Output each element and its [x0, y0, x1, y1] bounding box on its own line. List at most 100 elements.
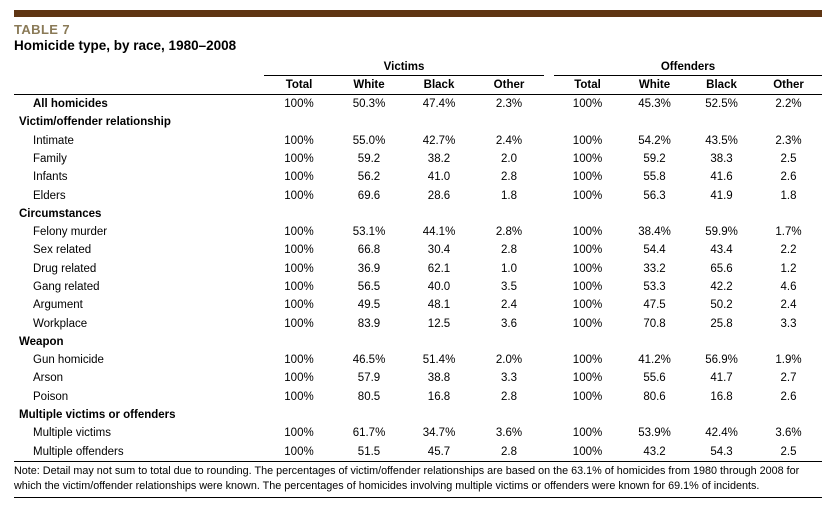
offenders-black-cell: 38.3	[710, 153, 733, 166]
offenders-other-cell: 2.3%	[775, 134, 802, 147]
victims-other-cell: 3.6%	[495, 427, 523, 440]
victims-other-cell: 2.3%	[495, 98, 523, 111]
data-row: Sex related 100% 66.8 30.4 2.8 100% 54.4 43.4 2.…	[14, 241, 822, 259]
column-spacer	[544, 296, 554, 314]
data-row: Multiple victims 100% 61.7% 34.7% 3.6% 100% 53…	[14, 424, 822, 442]
offenders-total-cell: 100%	[572, 153, 603, 166]
column-spacer	[544, 150, 554, 168]
offenders-other-cell: 2.5	[755, 442, 823, 462]
offenders-other-cell: 3.3	[780, 317, 797, 330]
victims-black-cell: 48.1	[427, 299, 451, 312]
victims-total-cell: 100%	[284, 317, 314, 330]
offenders-white-cell: 41.2%	[638, 354, 671, 367]
victims-total-cell: 100%	[284, 244, 314, 257]
offenders-total-cell: 100%	[572, 244, 603, 257]
offenders-white-cell: 55.8	[643, 171, 666, 184]
offenders-other-cell: 2.2	[780, 244, 797, 257]
offenders-other-cell: 1.9%	[775, 354, 802, 367]
offenders-white-cell: 43.2	[621, 442, 689, 462]
victims-black-header: Black	[404, 75, 474, 95]
offenders-black-cell: 42.2	[710, 281, 733, 293]
row-label: Drug related	[33, 262, 97, 275]
victims-total-cell: 100%	[284, 372, 314, 385]
data-row: Workplace 100% 83.9 12.5 3.6 100% 70.8 25.8 3.3	[14, 314, 822, 332]
victims-white-cell: 61.7%	[352, 427, 386, 440]
victims-black-cell: 38.8	[427, 372, 451, 385]
row-label: All homicides	[33, 98, 108, 111]
row-label: Elders	[33, 189, 66, 202]
homicide-type-table: Victims Offenders Total White Black Othe…	[14, 61, 823, 462]
victims-white-cell: 56.2	[357, 171, 381, 184]
victims-white-cell: 53.1%	[352, 226, 386, 239]
victims-white-cell: 56.5	[357, 281, 381, 293]
offenders-total-cell: 100%	[572, 226, 603, 239]
section-header-row: Victim/offender relationship	[14, 113, 822, 131]
table-title: Homicide type, by race, 1980–2008	[14, 38, 237, 53]
victims-other-cell: 2.0%	[495, 354, 523, 367]
column-spacer	[544, 369, 554, 387]
victims-total-cell: 100%	[284, 390, 314, 403]
offenders-black-cell: 25.8	[710, 317, 733, 330]
row-label: Gun homicide	[33, 354, 104, 367]
row-label: Multiple offenders	[14, 442, 264, 462]
offenders-other-header: Other	[755, 75, 823, 95]
column-spacer	[544, 223, 554, 241]
offenders-white-cell: 47.5	[643, 299, 666, 312]
offenders-total-cell: 100%	[572, 281, 603, 293]
victims-total-cell: 100%	[284, 98, 314, 111]
column-spacer	[544, 351, 554, 369]
victims-other-cell: 2.8	[501, 244, 517, 257]
victims-other-cell: 2.8%	[495, 226, 523, 239]
offenders-other-cell: 1.8	[780, 189, 797, 202]
row-label: Gang related	[33, 281, 100, 293]
group-gap	[544, 61, 554, 76]
victims-black-cell: 30.4	[427, 244, 451, 257]
victims-white-cell: 51.5	[334, 442, 404, 462]
offenders-white-header: White	[621, 75, 689, 95]
victims-white-cell: 83.9	[357, 317, 381, 330]
victims-white-header: White	[334, 75, 404, 95]
victims-white-cell: 57.9	[357, 372, 381, 385]
victims-black-cell: 45.7	[404, 442, 474, 462]
victims-black-cell: 38.2	[427, 153, 451, 166]
victims-other-cell: 2.8	[501, 390, 517, 403]
offenders-total-header: Total	[554, 75, 622, 95]
victims-white-cell: 36.9	[357, 262, 381, 275]
offenders-total-cell: 100%	[572, 317, 603, 330]
victims-total-cell: 100%	[264, 442, 334, 462]
victims-black-cell: 41.0	[427, 171, 451, 184]
row-label: Multiple victims	[33, 427, 111, 440]
section-header-row: Multiple victims or offenders	[14, 406, 822, 424]
data-row: Felony murder 100% 53.1% 44.1% 2.8% 100% 38.4%…	[14, 223, 822, 241]
victims-other-cell: 3.5	[501, 281, 517, 293]
victims-other-cell: 3.3	[501, 372, 517, 385]
data-row: Gun homicide 100% 46.5% 51.4% 2.0% 100% 41.2% 5…	[14, 351, 822, 369]
data-row: All homicides 100% 50.3% 47.4% 2.3% 100% 45.3%…	[14, 95, 822, 114]
offenders-black-cell: 42.4%	[705, 427, 738, 440]
offenders-total-cell: 100%	[572, 354, 603, 367]
column-spacer	[544, 186, 554, 204]
victims-total-cell: 100%	[284, 354, 314, 367]
offenders-total-cell: 100%	[572, 171, 603, 184]
victims-white-cell: 50.3%	[352, 98, 386, 111]
offenders-total-cell: 100%	[572, 390, 603, 403]
stub-subheader	[14, 75, 264, 95]
victims-black-cell: 47.4%	[422, 98, 456, 111]
offenders-other-cell: 2.5	[780, 153, 797, 166]
column-spacer	[544, 95, 554, 114]
victims-black-cell: 51.4%	[422, 354, 456, 367]
row-label: Poison	[33, 390, 69, 403]
data-row: Infants 100% 56.2 41.0 2.8 100% 55.8 41.6 2.6	[14, 168, 822, 186]
victims-total-cell: 100%	[284, 153, 314, 166]
row-label: Infants	[33, 171, 68, 184]
offenders-total-cell: 100%	[572, 98, 603, 111]
victims-total-cell: 100%	[284, 171, 314, 184]
offenders-black-cell: 56.9%	[705, 354, 738, 367]
column-spacer	[544, 241, 554, 259]
offenders-total-cell: 100%	[572, 372, 603, 385]
column-spacer	[544, 388, 554, 406]
offenders-black-cell: 50.2	[710, 299, 733, 312]
victims-black-cell: 12.5	[427, 317, 451, 330]
victims-black-cell: 62.1	[427, 262, 451, 275]
